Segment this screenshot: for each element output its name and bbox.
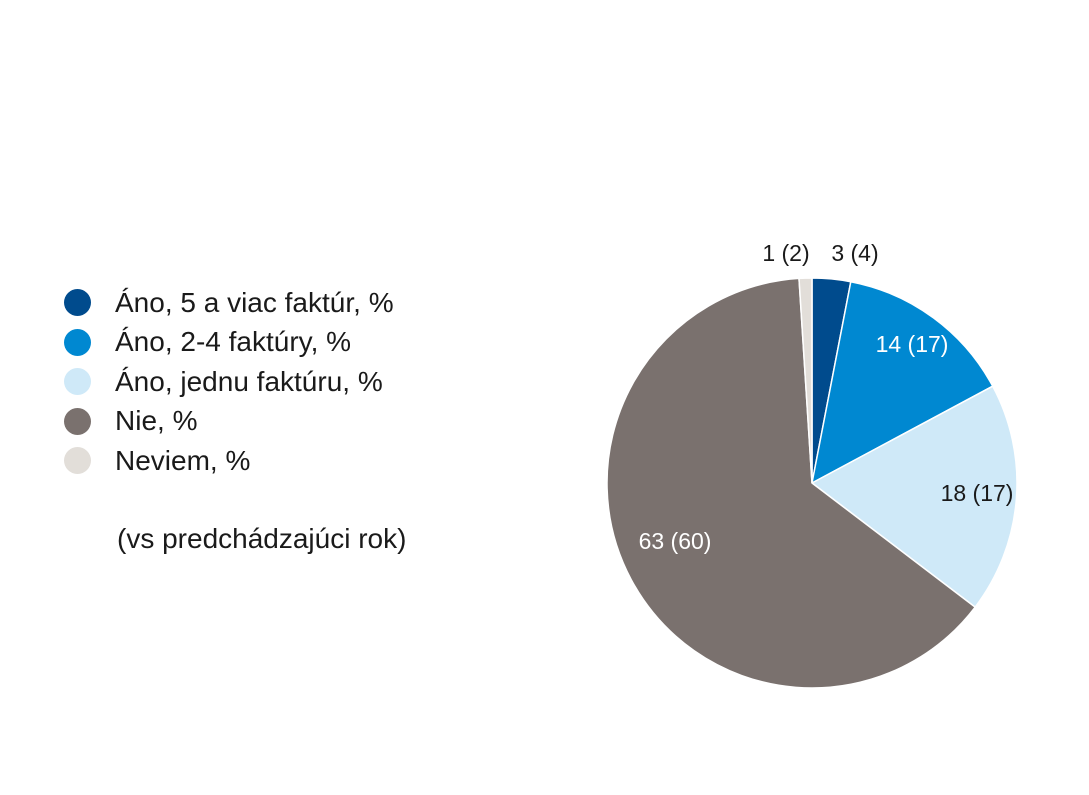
legend-item: Neviem, % <box>64 441 394 481</box>
pie-slice <box>810 385 1018 609</box>
legend-label: Nie, % <box>115 405 198 437</box>
pie-slice <box>810 280 994 485</box>
pie-slice <box>606 277 977 689</box>
legend-item: Áno, 2-4 faktúry, % <box>64 323 394 363</box>
chart-legend: Áno, 5 a viac faktúr, % Áno, 2-4 faktúry… <box>64 283 394 481</box>
legend-label: Áno, 2-4 faktúry, % <box>115 326 352 358</box>
slice-value-label: 63 (60) <box>639 528 712 554</box>
legend-swatch <box>64 447 91 475</box>
legend-swatch <box>64 407 91 435</box>
slice-value-label: 18 (17) <box>941 480 1014 506</box>
comparison-note: (vs predchádzajúci rok) <box>117 523 407 554</box>
slice-value-label: 14 (17) <box>876 331 949 357</box>
legend-label: Neviem, % <box>115 444 251 476</box>
legend-swatch <box>64 289 91 317</box>
pie-slice <box>798 277 813 484</box>
legend-item: Áno, 5 a viac faktúr, % <box>64 283 394 323</box>
legend-label: Áno, jednu faktúru, % <box>115 365 383 397</box>
legend-swatch <box>64 328 91 356</box>
legend-swatch <box>64 368 91 396</box>
legend-item: Áno, jednu faktúru, % <box>64 362 394 402</box>
slice-value-label: 1 (2) <box>762 240 809 266</box>
slice-value-label: 3 (4) <box>831 240 878 266</box>
legend-item: Nie, % <box>64 402 394 442</box>
legend-label: Áno, 5 a viac faktúr, % <box>115 286 394 318</box>
